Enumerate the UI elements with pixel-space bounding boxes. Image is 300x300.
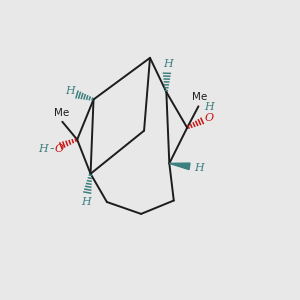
Text: O: O <box>204 112 213 123</box>
Text: Me: Me <box>54 108 69 118</box>
Polygon shape <box>169 163 190 170</box>
Text: O: O <box>55 143 64 154</box>
Text: H: H <box>82 197 91 207</box>
Text: H: H <box>38 143 48 154</box>
Text: H: H <box>163 59 173 69</box>
Text: H: H <box>194 163 204 172</box>
Text: Me: Me <box>192 92 207 102</box>
Text: H: H <box>65 85 75 96</box>
Text: -: - <box>50 142 54 155</box>
Text: H: H <box>204 103 213 112</box>
